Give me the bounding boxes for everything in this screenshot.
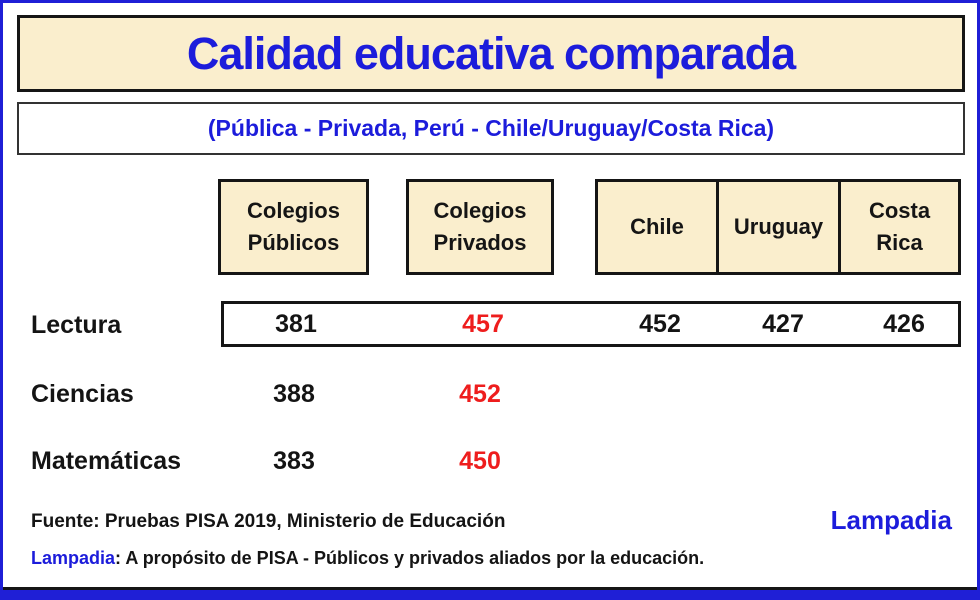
brand-logo-text: Lampadia (830, 505, 952, 535)
row-label-ciencias: Ciencias (31, 380, 134, 408)
value-ciencias-privados: 452 (459, 380, 501, 408)
value-matematicas-privados: 450 (459, 447, 501, 475)
footnote: Lampadia: A propósito de PISA - Públicos… (31, 548, 704, 569)
bottom-divider-line (3, 587, 977, 590)
column-header-label: Uruguay (733, 214, 824, 240)
subtitle-box: (Pública - Privada, Perú - Chile/Uruguay… (17, 102, 965, 155)
column-header-colegios-privados: Colegios Privados (406, 179, 554, 275)
title-box: Calidad educativa comparada (17, 15, 965, 92)
value-lectura-costa-rica: 426 (883, 310, 925, 338)
row-label-matematicas: Matemáticas (31, 447, 182, 475)
value-lectura-uruguay: 427 (762, 310, 804, 338)
column-header-uruguay: Uruguay (719, 179, 841, 275)
value-ciencias-publicos: 388 (273, 380, 315, 408)
footnote-text: : A propósito de PISA - Públicos y priva… (115, 548, 705, 568)
column-header-label: Colegios Privados (433, 198, 527, 255)
column-header-countries-group: Chile Uruguay Costa Rica (595, 179, 961, 275)
page-subtitle: (Pública - Privada, Perú - Chile/Uruguay… (207, 115, 775, 141)
footnote-brand-prefix: Lampadia (31, 548, 116, 568)
column-header-label: Chile (630, 214, 684, 240)
value-lectura-publicos: 381 (275, 310, 317, 338)
value-lectura-privados: 457 (462, 310, 504, 338)
source-note: Fuente: Pruebas PISA 2019, Ministerio de… (31, 511, 506, 532)
column-header-costa-rica: Costa Rica (841, 179, 961, 275)
value-matematicas-publicos: 383 (273, 447, 315, 475)
page-title: Calidad educativa comparada (186, 27, 796, 79)
column-header-chile: Chile (595, 179, 719, 275)
column-header-label: Costa Rica (868, 198, 931, 255)
column-header-colegios-publicos: Colegios Públicos (218, 179, 369, 275)
column-header-label: Colegios Públicos (247, 198, 340, 255)
value-lectura-chile: 452 (639, 310, 681, 338)
lectura-values-box: 381 457 452 427 426 (221, 301, 961, 347)
row-label-lectura: Lectura (31, 311, 122, 339)
